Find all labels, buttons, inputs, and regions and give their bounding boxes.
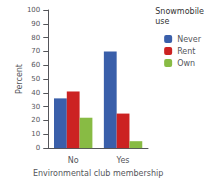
svg-text:100: 100 bbox=[27, 6, 40, 14]
svg-text:90: 90 bbox=[31, 20, 40, 28]
svg-text:0: 0 bbox=[36, 144, 40, 152]
svg-text:Snowmobile: Snowmobile bbox=[155, 7, 204, 16]
svg-text:Own: Own bbox=[177, 59, 195, 68]
svg-text:10: 10 bbox=[31, 130, 40, 138]
svg-text:70: 70 bbox=[31, 47, 40, 55]
svg-text:60: 60 bbox=[31, 61, 40, 69]
svg-text:50: 50 bbox=[31, 75, 40, 83]
svg-text:40: 40 bbox=[31, 89, 40, 97]
svg-text:use: use bbox=[155, 17, 169, 26]
svg-text:Yes: Yes bbox=[116, 156, 130, 165]
svg-text:Rent: Rent bbox=[177, 47, 195, 56]
svg-text:20: 20 bbox=[31, 116, 40, 124]
svg-text:Percent: Percent bbox=[15, 64, 24, 94]
svg-text:Environmental club membership: Environmental club membership bbox=[33, 169, 163, 178]
svg-text:80: 80 bbox=[31, 34, 40, 42]
svg-text:30: 30 bbox=[31, 103, 40, 111]
svg-text:No: No bbox=[68, 156, 79, 165]
svg-text:Never: Never bbox=[177, 35, 202, 44]
